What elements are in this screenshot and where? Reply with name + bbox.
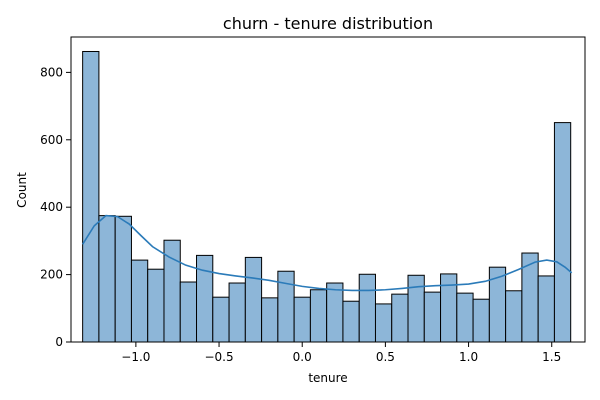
- histogram-bar-21: [423, 291, 442, 343]
- x-tick-label-4: 1.0: [459, 350, 478, 364]
- x-tick-label-3: 0.5: [376, 350, 395, 364]
- histogram-bar-1: [98, 215, 116, 343]
- histogram-bar-16: [342, 300, 360, 343]
- histogram-bar-13: [293, 296, 311, 343]
- histogram-bar-10: [244, 256, 263, 343]
- histogram-bar-26: [505, 290, 523, 343]
- histogram-bar-9: [228, 282, 246, 343]
- y-tick-label-2: 400: [40, 200, 63, 214]
- x-tick-label-2: 0.0: [293, 350, 312, 364]
- x-tick-label-1: −0.5: [204, 350, 233, 364]
- chart-title: churn - tenure distribution: [223, 14, 433, 33]
- x-tick-label-0: −1.0: [121, 350, 150, 364]
- histogram-bar-23: [456, 292, 474, 343]
- y-tick-label-1: 200: [40, 268, 63, 282]
- plot-frame: [70, 36, 586, 343]
- y-tick-label-3: 600: [40, 133, 63, 147]
- x-axis-label: tenure: [308, 371, 347, 385]
- histogram-bar-18: [374, 303, 393, 343]
- axes-group: −1.0 −0.5 0.0 0.5 1.0 1.5 0 200 400 600 800: [40, 36, 586, 364]
- histogram-bar-17: [358, 273, 376, 343]
- kde-layer: [81, 214, 573, 292]
- x-tick-label-5: 1.5: [542, 350, 561, 364]
- histogram-bar-6: [179, 281, 198, 343]
- y-tick-label-0: 0: [55, 335, 63, 349]
- histogram-bar-24: [472, 298, 490, 343]
- y-axis-label: Count: [15, 172, 29, 208]
- histogram-bar-29: [553, 122, 572, 343]
- histogram-bar-4: [147, 268, 165, 343]
- kde-line: [81, 214, 573, 292]
- bars-group: [82, 50, 572, 343]
- histogram-bar-20: [407, 274, 425, 343]
- histogram-bar-0: [82, 50, 100, 343]
- histogram-bar-11: [261, 297, 279, 343]
- histogram-bar-14: [309, 289, 328, 343]
- histogram-bar-2: [114, 215, 132, 343]
- histogram-bar-28: [537, 275, 555, 343]
- y-tick-label-4: 800: [40, 65, 63, 79]
- histogram-bar-15: [326, 282, 344, 343]
- histogram-bar-3: [130, 259, 149, 343]
- histogram-bar-8: [212, 296, 230, 343]
- histogram-bar-19: [391, 293, 409, 343]
